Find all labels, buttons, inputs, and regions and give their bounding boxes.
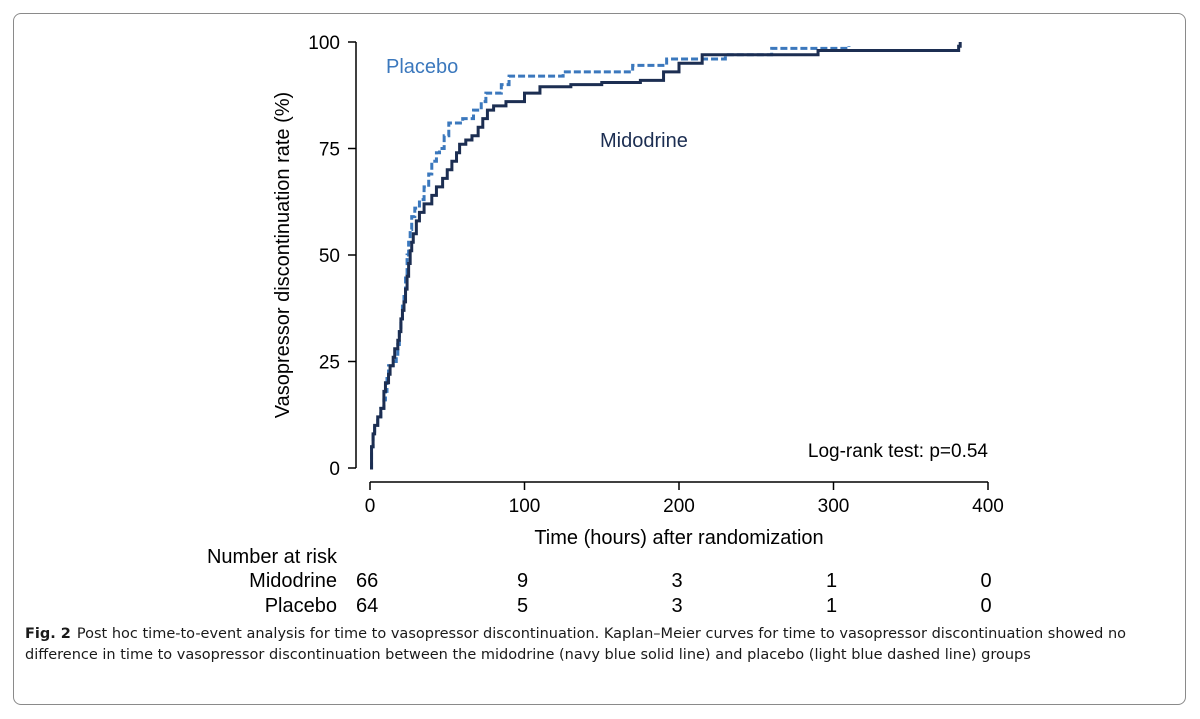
risk-value-midodrine-100: 9 — [517, 570, 528, 592]
caption-text: Post hoc time-to-event analysis for time… — [25, 626, 1127, 663]
risk-heading: Number at risk — [207, 546, 338, 568]
risk-value-placebo-200: 3 — [671, 595, 682, 617]
risk-value-midodrine-400: 0 — [980, 570, 991, 592]
risk-value-placebo-100: 5 — [517, 595, 528, 617]
y-tick-label-0: 0 — [329, 459, 340, 480]
risk-value-midodrine-200: 3 — [671, 570, 682, 592]
y-tick-label-25: 25 — [319, 353, 340, 374]
figure-frame — [13, 13, 1186, 705]
figure-label: Fig. 2 — [25, 626, 71, 642]
x-tick-label-400: 400 — [972, 496, 1004, 517]
x-tick-label-100: 100 — [509, 496, 541, 517]
curve-midodrine — [370, 42, 962, 470]
x-tick-label-300: 300 — [818, 496, 850, 517]
series-label-midodrine: Midodrine — [600, 130, 688, 152]
y-axis-title: Vasopressor discontinuation rate (%) — [272, 92, 294, 418]
x-axis-title: Time (hours) after randomization — [534, 527, 823, 549]
risk-value-placebo-0: 64 — [356, 595, 378, 617]
risk-value-placebo-300: 1 — [826, 595, 837, 617]
series-label-placebo: Placebo — [386, 56, 458, 78]
logrank-annotation: Log-rank test: p=0.54 — [808, 441, 989, 462]
curves-group — [370, 42, 962, 470]
curve-placebo — [370, 46, 851, 470]
x-tick-label-200: 200 — [663, 496, 695, 517]
y-tick-label-50: 50 — [319, 246, 340, 267]
risk-value-midodrine-300: 1 — [826, 570, 837, 592]
y-tick-label-75: 75 — [319, 140, 340, 161]
risk-row-label-midodrine: Midodrine — [249, 570, 337, 592]
y-tick-label-100: 100 — [308, 33, 340, 54]
labels-group: Midodrine Placebo Log-rank test: p=0.54 — [386, 56, 988, 462]
figure-caption: Fig. 2 Post hoc time-to-event analysis fo… — [25, 624, 1155, 666]
risk-row-label-placebo: Placebo — [265, 595, 337, 617]
x-tick-label-0: 0 — [365, 496, 376, 517]
axes-group: 0 25 50 75 100 0 100 200 300 400 Time (hours) afte… — [272, 33, 1004, 549]
risk-value-placebo-400: 0 — [980, 595, 991, 617]
risk-value-midodrine-0: 66 — [356, 570, 378, 592]
